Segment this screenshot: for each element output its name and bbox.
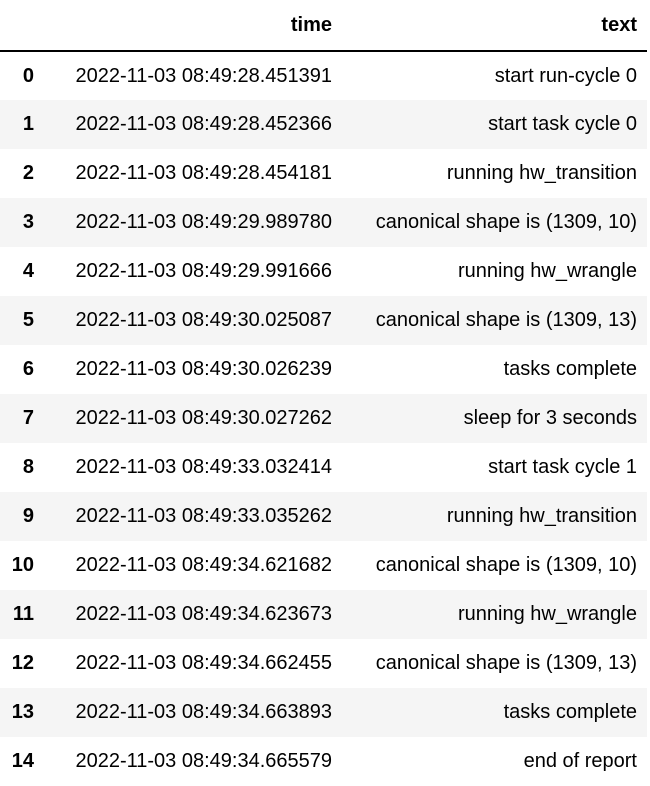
time-cell: 2022-11-03 08:49:34.662455 (75, 652, 332, 674)
time-column-header: time (44, 0, 342, 52)
table-header: time text (0, 0, 647, 52)
row-index: 0 (22, 64, 34, 87)
table-row: 0 2022-11-03 08:49:28.451391 start run-c… (0, 51, 647, 100)
row-index: 6 (22, 358, 34, 380)
table-row: 5 2022-11-03 08:49:30.025087 canonical s… (0, 296, 647, 345)
time-cell: 2022-11-03 08:49:33.035262 (75, 505, 332, 527)
row-index: 9 (22, 505, 34, 527)
row-index: 5 (22, 309, 34, 331)
text-cell: running hw_wrangle (457, 260, 637, 282)
row-index: 10 (11, 554, 34, 576)
time-cell: 2022-11-03 08:49:34.621682 (75, 554, 332, 576)
text-cell: running hw_transition (446, 162, 637, 184)
text-cell: sleep for 3 seconds (463, 407, 637, 429)
row-index: 3 (22, 211, 34, 233)
text-cell: canonical shape is (1309, 10) (375, 554, 637, 576)
row-index: 13 (11, 701, 34, 723)
table-row: 3 2022-11-03 08:49:29.989780 canonical s… (0, 198, 647, 247)
text-cell: canonical shape is (1309, 13) (375, 652, 637, 674)
table-row: 2 2022-11-03 08:49:28.454181 running hw_… (0, 149, 647, 198)
table-row: 4 2022-11-03 08:49:29.991666 running hw_… (0, 247, 647, 296)
table-row: 13 2022-11-03 08:49:34.663893 tasks comp… (0, 688, 647, 737)
time-cell: 2022-11-03 08:49:28.451391 (75, 64, 332, 87)
row-index: 2 (22, 162, 34, 184)
row-index: 12 (11, 652, 34, 674)
row-index: 11 (12, 603, 34, 625)
table-row: 7 2022-11-03 08:49:30.027262 sleep for 3… (0, 394, 647, 443)
row-index: 7 (22, 407, 34, 429)
row-index: 4 (22, 260, 34, 282)
time-cell: 2022-11-03 08:49:30.025087 (75, 309, 332, 331)
row-index: 1 (22, 113, 34, 135)
time-cell: 2022-11-03 08:49:28.452366 (75, 113, 332, 135)
text-cell: running hw_wrangle (457, 603, 637, 625)
text-cell: tasks complete (503, 358, 637, 380)
text-cell: start task cycle 0 (488, 113, 637, 135)
time-cell: 2022-11-03 08:49:34.623673 (75, 603, 332, 625)
table-row: 1 2022-11-03 08:49:28.452366 start task … (0, 100, 647, 149)
text-cell: start run-cycle 0 (494, 64, 637, 87)
table-row: 12 2022-11-03 08:49:34.662455 canonical … (0, 639, 647, 688)
text-column-header: text (342, 0, 647, 52)
table-row: 10 2022-11-03 08:49:34.621682 canonical … (0, 541, 647, 590)
table-row: 6 2022-11-03 08:49:30.026239 tasks compl… (0, 345, 647, 394)
text-cell: end of report (523, 750, 637, 772)
text-cell: start task cycle 1 (488, 456, 637, 478)
table-row: 14 2022-11-03 08:49:34.665579 end of rep… (0, 737, 647, 786)
text-cell: tasks complete (503, 701, 637, 723)
table-row: 9 2022-11-03 08:49:33.035262 running hw_… (0, 492, 647, 541)
table-body: 0 2022-11-03 08:49:28.451391 start run-c… (0, 51, 647, 786)
time-cell: 2022-11-03 08:49:30.027262 (75, 407, 332, 429)
text-cell: canonical shape is (1309, 10) (375, 211, 637, 233)
time-cell: 2022-11-03 08:49:28.454181 (75, 162, 332, 184)
time-cell: 2022-11-03 08:49:29.989780 (75, 211, 332, 233)
time-cell: 2022-11-03 08:49:30.026239 (75, 358, 332, 380)
table-row: 8 2022-11-03 08:49:33.032414 start task … (0, 443, 647, 492)
header-row: time text (0, 0, 647, 52)
time-cell: 2022-11-03 08:49:33.032414 (75, 456, 332, 478)
index-column-header (0, 0, 44, 52)
time-cell: 2022-11-03 08:49:34.663893 (75, 701, 332, 723)
text-cell: canonical shape is (1309, 13) (375, 309, 637, 331)
text-cell: running hw_transition (446, 505, 637, 527)
table-row: 11 2022-11-03 08:49:34.623673 running hw… (0, 590, 647, 639)
time-cell: 2022-11-03 08:49:34.665579 (75, 750, 332, 772)
time-cell: 2022-11-03 08:49:29.991666 (75, 260, 332, 282)
row-index: 14 (11, 750, 34, 772)
row-index: 8 (22, 456, 34, 478)
